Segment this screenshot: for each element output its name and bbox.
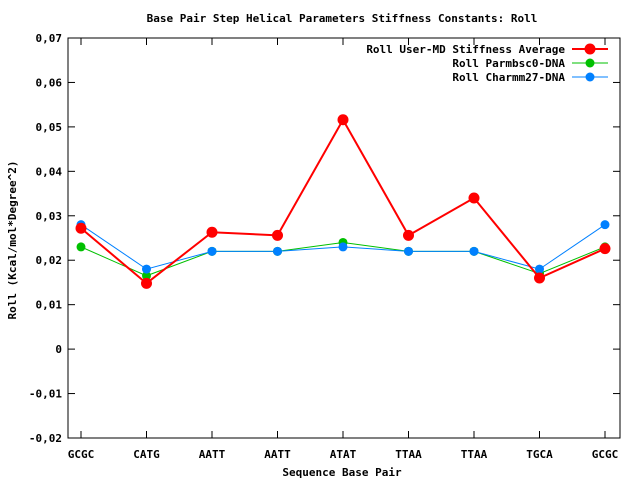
x-tick-label: TTAA	[395, 448, 422, 461]
x-tick-label: AATT	[199, 448, 226, 461]
legend-marker	[585, 72, 595, 82]
y-tick-label: 0,07	[36, 32, 63, 45]
data-point	[535, 264, 544, 274]
series-layer	[75, 114, 611, 289]
legend-label: Roll Charmm27-DNA	[452, 71, 565, 84]
x-tick-label: CATG	[133, 448, 160, 461]
y-tick-label: 0,02	[36, 254, 63, 267]
x-axis-label: Sequence Base Pair	[282, 466, 402, 479]
y-tick-label: -0,01	[29, 388, 62, 401]
y-tick-label: 0,06	[36, 76, 63, 89]
x-tick-label: GCGC	[68, 448, 95, 461]
y-tick-label: 0,05	[36, 121, 63, 134]
data-point	[337, 114, 349, 126]
chart-title: Base Pair Step Helical Parameters Stiffn…	[147, 12, 538, 25]
data-point	[338, 242, 348, 252]
data-point	[469, 246, 479, 256]
x-tick-label: AATT	[264, 448, 291, 461]
x-axis: GCGC CATG AATT AATT ATAT TTAA TTAA TGCA GCGC	[68, 38, 619, 461]
data-point	[272, 229, 283, 241]
data-point	[141, 277, 152, 289]
series-0	[75, 114, 611, 289]
data-point	[534, 272, 545, 284]
legend-label: Roll User-MD Stiffness Average	[366, 43, 565, 56]
y-tick-label: 0,04	[36, 165, 63, 178]
data-point	[468, 192, 480, 204]
data-point	[403, 229, 414, 241]
data-point	[273, 246, 282, 256]
legend-marker	[584, 43, 596, 55]
plot-frame	[67, 37, 621, 439]
x-tick-label: TGCA	[526, 448, 553, 461]
y-tick-label: -0,02	[29, 432, 62, 445]
data-point	[206, 226, 218, 238]
data-point	[600, 220, 610, 230]
legend-marker	[585, 58, 595, 68]
data-point	[75, 222, 87, 234]
series-line	[80, 117, 606, 285]
data-point	[142, 271, 151, 281]
data-point	[142, 264, 151, 274]
data-point	[599, 243, 611, 255]
legend-label: Roll Parmbsc0-DNA	[452, 57, 565, 70]
y-axis-label: Roll (Kcal/mol*Degree^2)	[6, 161, 19, 320]
y-tick-label: 0,03	[36, 210, 63, 223]
x-tick-label: TTAA	[461, 448, 488, 461]
data-point	[207, 246, 217, 256]
data-point	[404, 246, 413, 256]
y-axis: -0,02 -0,01 0 0,01 0,02 0,03 0,04 0,05 0,06 0,07	[29, 32, 620, 445]
y-tick-label: 0,01	[36, 299, 63, 312]
y-tick-label: 0	[55, 343, 62, 356]
x-tick-label: GCGC	[592, 448, 619, 461]
data-point	[76, 242, 86, 252]
x-tick-label: ATAT	[330, 448, 357, 461]
